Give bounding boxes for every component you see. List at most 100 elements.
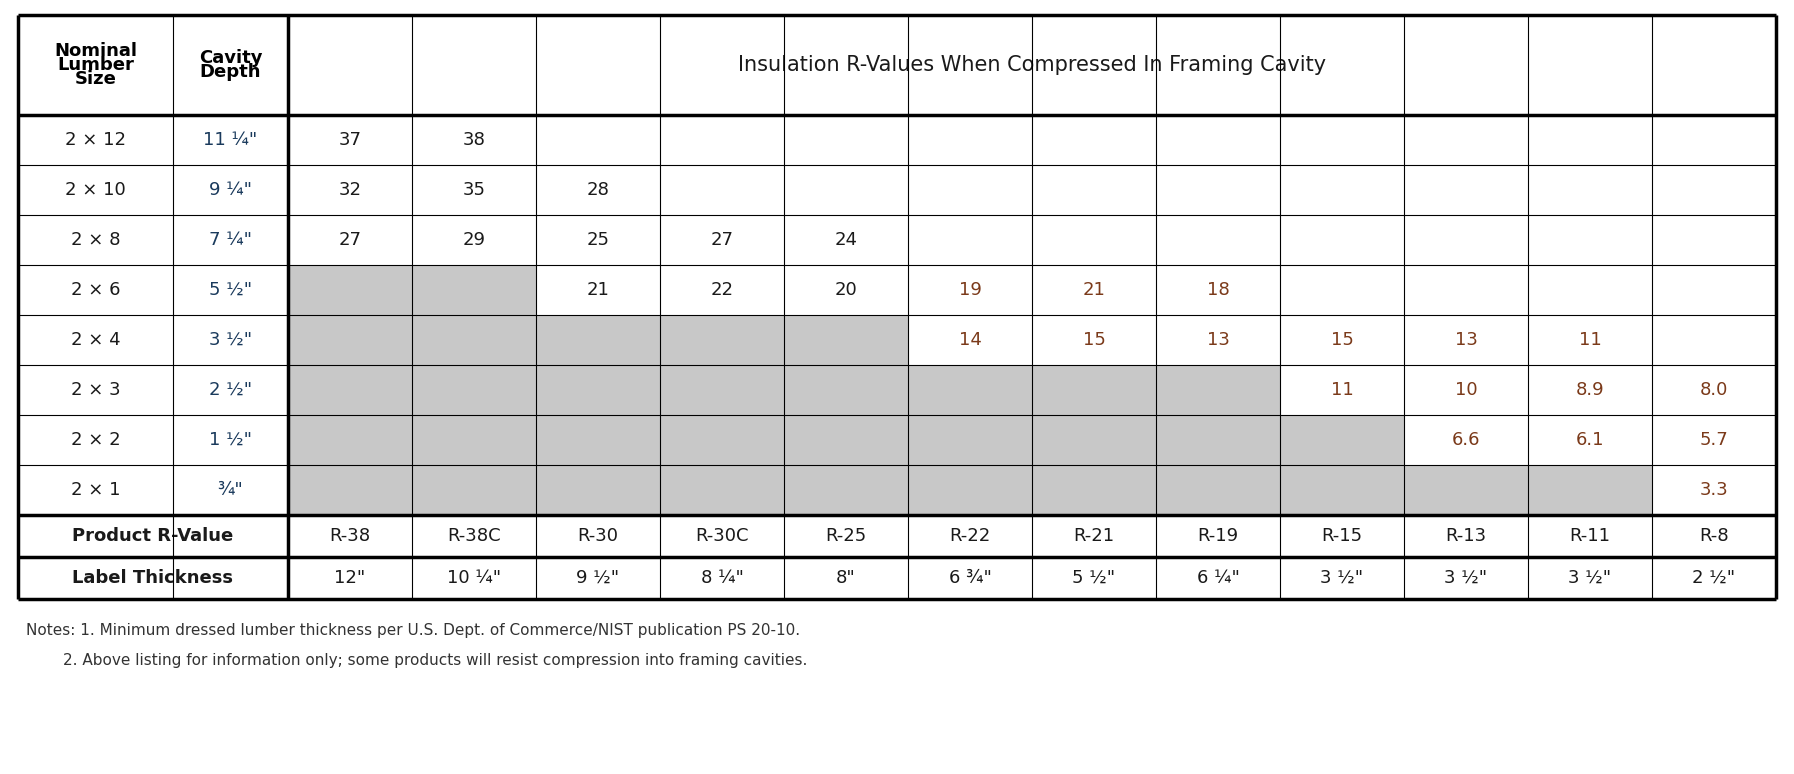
Text: 15: 15 — [1082, 331, 1105, 349]
Text: 20: 20 — [834, 281, 858, 299]
Bar — [660, 415, 784, 465]
Text: 29: 29 — [463, 231, 486, 249]
Bar — [660, 465, 784, 515]
Bar — [784, 365, 908, 415]
Text: R-11: R-11 — [1570, 527, 1611, 545]
Text: 11 ¼": 11 ¼" — [203, 131, 258, 149]
Bar — [536, 365, 660, 415]
Text: Size: Size — [75, 70, 117, 88]
Text: Lumber: Lumber — [57, 56, 135, 74]
Text: 9 ½": 9 ½" — [576, 569, 619, 587]
Text: 25: 25 — [587, 231, 610, 249]
Text: 5 ½": 5 ½" — [208, 281, 253, 299]
Text: 13: 13 — [1207, 331, 1229, 349]
Text: 6 ¾": 6 ¾" — [949, 569, 992, 587]
Text: 8": 8" — [836, 569, 856, 587]
Bar — [413, 265, 536, 315]
Text: ¾": ¾" — [217, 481, 244, 499]
Text: 10: 10 — [1455, 381, 1476, 399]
Bar — [908, 465, 1032, 515]
Text: 2 × 12: 2 × 12 — [65, 131, 126, 149]
Text: R-38C: R-38C — [447, 527, 501, 545]
Bar — [289, 315, 413, 365]
Text: R-30C: R-30C — [696, 527, 748, 545]
Text: 7 ¼": 7 ¼" — [208, 231, 251, 249]
Text: 37: 37 — [339, 131, 362, 149]
Bar — [660, 365, 784, 415]
Text: 2 × 1: 2 × 1 — [70, 481, 120, 499]
Text: 6.6: 6.6 — [1451, 431, 1480, 449]
Bar — [413, 315, 536, 365]
Bar — [1155, 365, 1279, 415]
Text: 21: 21 — [1082, 281, 1105, 299]
Bar — [1155, 465, 1279, 515]
Text: Cavity: Cavity — [199, 49, 262, 67]
Text: 6.1: 6.1 — [1575, 431, 1604, 449]
Text: 2 × 3: 2 × 3 — [70, 381, 120, 399]
Text: 2 × 2: 2 × 2 — [70, 431, 120, 449]
Text: 3 ½": 3 ½" — [1320, 569, 1363, 587]
Text: 6 ¼": 6 ¼" — [1197, 569, 1240, 587]
Text: 22: 22 — [710, 281, 734, 299]
Text: 11: 11 — [1579, 331, 1602, 349]
Text: 24: 24 — [834, 231, 858, 249]
Text: 12": 12" — [334, 569, 366, 587]
Bar — [289, 365, 413, 415]
Text: Product R-Value: Product R-Value — [72, 527, 233, 545]
Text: 9 ¼": 9 ¼" — [208, 181, 251, 199]
Text: 2 × 10: 2 × 10 — [65, 181, 126, 199]
Bar — [1279, 465, 1405, 515]
Text: 32: 32 — [339, 181, 362, 199]
Text: 27: 27 — [710, 231, 734, 249]
Text: Notes: 1. Minimum dressed lumber thickness per U.S. Dept. of Commerce/NIST publi: Notes: 1. Minimum dressed lumber thickne… — [25, 624, 800, 639]
Bar — [784, 465, 908, 515]
Bar — [413, 415, 536, 465]
Text: 15: 15 — [1331, 331, 1353, 349]
Text: R-22: R-22 — [949, 527, 990, 545]
Text: 11: 11 — [1331, 381, 1353, 399]
Bar — [1405, 465, 1528, 515]
Text: 8.0: 8.0 — [1699, 381, 1728, 399]
Text: R-38: R-38 — [330, 527, 371, 545]
Text: R-13: R-13 — [1446, 527, 1487, 545]
Text: 5 ½": 5 ½" — [1073, 569, 1116, 587]
Bar — [1155, 415, 1279, 465]
Text: 28: 28 — [587, 181, 610, 199]
Bar — [289, 415, 413, 465]
Bar — [1528, 465, 1652, 515]
Text: 10 ¼": 10 ¼" — [447, 569, 501, 587]
Text: 5.7: 5.7 — [1699, 431, 1728, 449]
Bar — [18, 15, 1776, 599]
Bar — [413, 365, 536, 415]
Bar — [1032, 365, 1155, 415]
Text: 2 ½": 2 ½" — [1692, 569, 1735, 587]
Text: Depth: Depth — [199, 63, 262, 81]
Bar — [536, 315, 660, 365]
Text: 19: 19 — [958, 281, 981, 299]
Text: R-19: R-19 — [1197, 527, 1238, 545]
Text: 2 × 6: 2 × 6 — [70, 281, 120, 299]
Text: Nominal: Nominal — [54, 42, 136, 60]
Text: 2 × 4: 2 × 4 — [70, 331, 120, 349]
Text: 35: 35 — [463, 181, 486, 199]
Text: 2 × 8: 2 × 8 — [70, 231, 120, 249]
Text: R-30: R-30 — [578, 527, 619, 545]
Text: 27: 27 — [339, 231, 362, 249]
Text: R-21: R-21 — [1073, 527, 1114, 545]
Bar — [660, 315, 784, 365]
Text: 8.9: 8.9 — [1575, 381, 1604, 399]
Text: Label Thickness: Label Thickness — [72, 569, 233, 587]
Text: 8 ¼": 8 ¼" — [701, 569, 743, 587]
Bar — [908, 365, 1032, 415]
Text: 3 ½": 3 ½" — [208, 331, 253, 349]
Text: 3 ½": 3 ½" — [1444, 569, 1487, 587]
Bar — [413, 465, 536, 515]
Text: R-25: R-25 — [825, 527, 867, 545]
Text: 38: 38 — [463, 131, 486, 149]
Bar — [536, 415, 660, 465]
Text: 2 ½": 2 ½" — [208, 381, 253, 399]
Text: 3 ½": 3 ½" — [1568, 569, 1611, 587]
Bar — [784, 315, 908, 365]
Text: Insulation R-Values When Compressed In Framing Cavity: Insulation R-Values When Compressed In F… — [737, 55, 1326, 75]
Text: 13: 13 — [1455, 331, 1478, 349]
